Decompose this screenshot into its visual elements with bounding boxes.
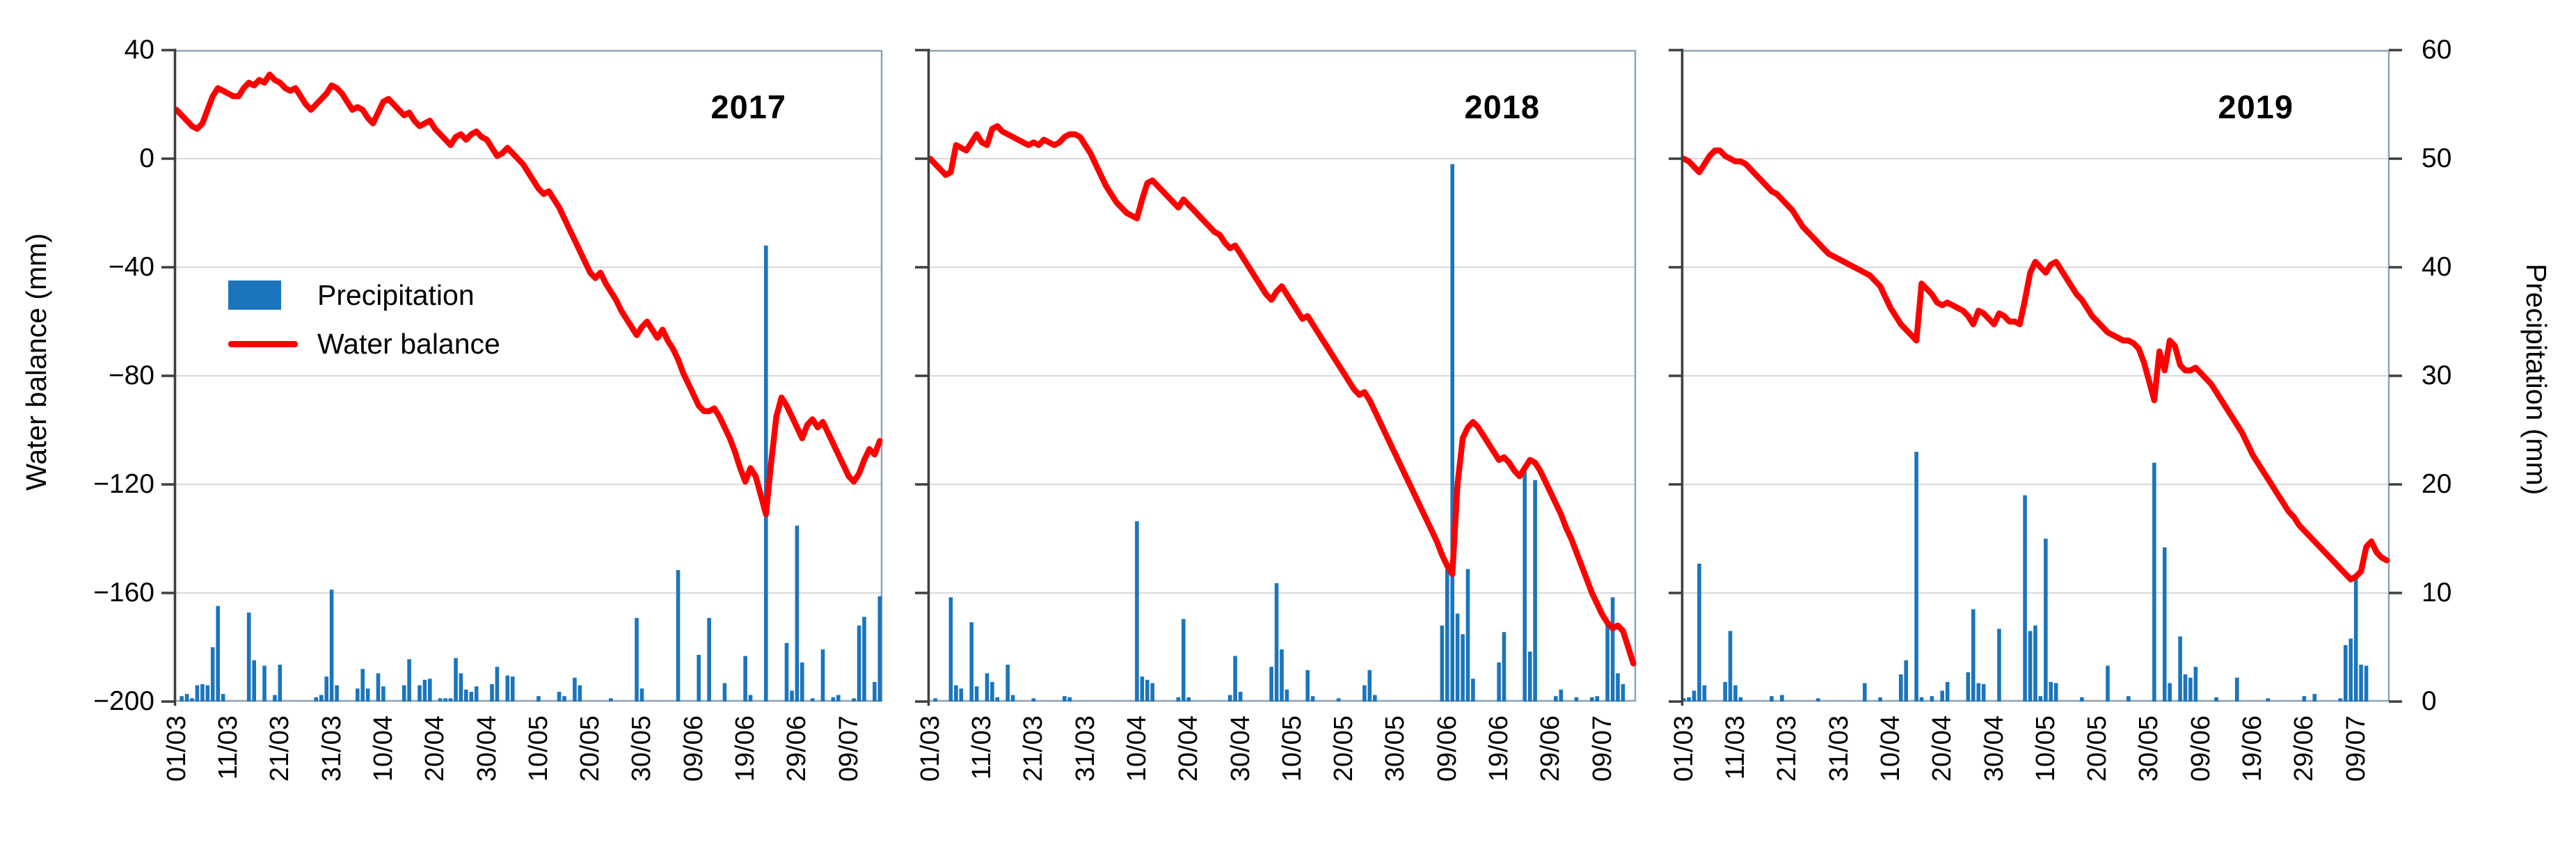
left-y-tick-label: −120 xyxy=(93,469,154,499)
water-balance-line xyxy=(1680,148,2390,583)
precipitation-bars xyxy=(1681,452,2369,702)
legend: Precipitation Water balance xyxy=(228,278,500,376)
x-tick-label: 20/04 xyxy=(420,715,450,782)
x-tick-label: 10/05 xyxy=(2030,715,2060,782)
x-tick-label: 01/03 xyxy=(161,715,191,782)
x-tick-label: 30/05 xyxy=(2134,715,2164,782)
x-tick-label: 30/04 xyxy=(1979,715,2009,782)
panel-chart-2018 xyxy=(915,49,1637,706)
x-tick-label: 30/04 xyxy=(472,715,502,782)
x-tick-label: 11/03 xyxy=(967,715,997,780)
right-y-tick-label: 10 xyxy=(2422,578,2452,608)
x-tick-label: 09/07 xyxy=(1587,715,1617,782)
panel-title-2019: 2019 xyxy=(2218,88,2293,125)
x-tick-label: 29/06 xyxy=(2289,715,2319,782)
x-tick-label: 11/03 xyxy=(214,715,244,780)
x-tick-label: 01/03 xyxy=(1669,715,1699,782)
x-tick-label: 20/04 xyxy=(1927,715,1957,782)
x-tick-label: 29/06 xyxy=(1536,715,1566,782)
right-y-tick-label: 0 xyxy=(2422,686,2437,716)
legend-item-water-balance: Water balance xyxy=(228,327,500,361)
water-balance-swatch xyxy=(228,340,298,347)
x-tick-label: 31/03 xyxy=(1070,715,1100,782)
right-y-tick-label: 60 xyxy=(2422,35,2452,65)
left-y-tick-label: 0 xyxy=(139,143,154,173)
x-tick-label: 10/05 xyxy=(1277,715,1307,782)
x-tick-label: 20/05 xyxy=(2083,715,2113,782)
left-y-tick-label: −160 xyxy=(93,578,154,608)
x-tick-label: 09/07 xyxy=(834,715,864,782)
x-tick-label: 30/05 xyxy=(1381,715,1410,782)
right-y-tick-label: 30 xyxy=(2422,361,2452,390)
precipitation-bars xyxy=(933,164,1625,702)
x-tick-label: 30/04 xyxy=(1225,715,1255,782)
x-tick-label: 21/03 xyxy=(265,715,295,782)
legend-item-precipitation: Precipitation xyxy=(228,278,500,312)
x-tick-label: 30/05 xyxy=(627,715,657,782)
x-tick-label: 09/07 xyxy=(2341,715,2371,782)
x-tick-label: 19/06 xyxy=(2238,715,2268,782)
legend-label-precipitation: Precipitation xyxy=(317,279,475,311)
x-tick-label: 29/06 xyxy=(782,715,812,782)
right-y-tick-label: 50 xyxy=(2422,143,2452,173)
left-axis-title: Water balance (mm) xyxy=(20,233,52,491)
panel-chart-2019 xyxy=(1669,49,2402,706)
precipitation-bars xyxy=(180,245,882,702)
x-tick-label: 01/03 xyxy=(915,715,945,782)
right-y-tick-label: 20 xyxy=(2422,469,2452,499)
panel-title-2017: 2017 xyxy=(710,88,786,125)
x-tick-label: 21/03 xyxy=(1019,715,1049,782)
panel-chart-2017 xyxy=(161,49,883,706)
x-tick-label: 21/03 xyxy=(1772,715,1802,782)
right-y-tick-label: 40 xyxy=(2422,252,2452,282)
x-tick-label: 20/05 xyxy=(1329,715,1359,782)
left-y-tick-label: −80 xyxy=(108,361,154,390)
x-tick-label: 10/04 xyxy=(368,715,398,782)
left-y-tick-label: −200 xyxy=(93,686,154,716)
left-y-tick-label: 40 xyxy=(124,35,154,65)
x-tick-label: 19/06 xyxy=(731,715,761,782)
x-tick-label: 10/04 xyxy=(1875,715,1905,782)
x-tick-label: 10/04 xyxy=(1122,715,1152,782)
x-tick-label: 31/03 xyxy=(1824,715,1854,782)
x-tick-label: 11/03 xyxy=(1721,715,1751,780)
legend-label-water-balance: Water balance xyxy=(317,328,500,360)
x-tick-label: 20/05 xyxy=(575,715,605,782)
x-tick-label: 09/06 xyxy=(678,715,708,782)
panel-title-2018: 2018 xyxy=(1464,88,1540,125)
water-balance-line xyxy=(927,122,1637,667)
x-tick-label: 19/06 xyxy=(1484,715,1514,782)
left-y-tick-label: −40 xyxy=(108,252,154,282)
precipitation-swatch xyxy=(228,280,281,310)
water-balance-line xyxy=(173,71,883,518)
x-tick-label: 09/06 xyxy=(1432,715,1462,782)
x-tick-label: 10/05 xyxy=(523,715,553,782)
x-tick-label: 20/04 xyxy=(1174,715,1204,782)
x-tick-label: 09/06 xyxy=(2186,715,2216,782)
x-tick-label: 31/03 xyxy=(317,715,347,782)
